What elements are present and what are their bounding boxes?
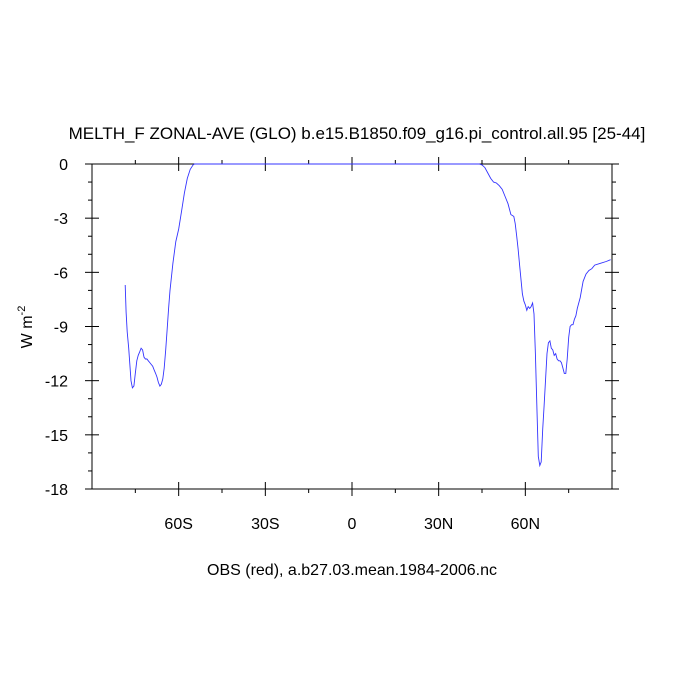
x-tick-label: 60S xyxy=(164,516,192,533)
x-tick-label: 0 xyxy=(348,516,357,533)
y-tick-label: -3 xyxy=(54,211,68,228)
x-tick-label: 30S xyxy=(251,516,279,533)
x-tick-label: 60N xyxy=(511,516,540,533)
axis-ticks xyxy=(85,157,619,496)
x-axis-label: OBS (red), a.b27.03.mean.1984-2006.nc xyxy=(207,562,497,579)
series-line xyxy=(124,163,611,468)
y-axis-label-exponent: -2 xyxy=(16,306,28,316)
y-tick-label: -6 xyxy=(54,265,68,282)
y-tick-label: -12 xyxy=(45,374,68,391)
y-tick-label: -15 xyxy=(45,428,68,445)
axis-tick-labels: 0 -3 -6 -9 -12 -15 -18 60S 30S 0 30N 60N xyxy=(45,157,540,533)
y-tick-label: -18 xyxy=(45,482,68,499)
x-tick-label: 30N xyxy=(424,516,453,533)
y-axis-label: W m-2 xyxy=(16,306,36,349)
series-group xyxy=(124,163,611,468)
chart-title: MELTH_F ZONAL-AVE (GLO) b.e15.B1850.f09_… xyxy=(69,124,646,143)
y-axis-label-main: W m xyxy=(19,315,36,348)
y-tick-label: 0 xyxy=(59,157,68,174)
y-tick-label: -9 xyxy=(54,320,68,337)
